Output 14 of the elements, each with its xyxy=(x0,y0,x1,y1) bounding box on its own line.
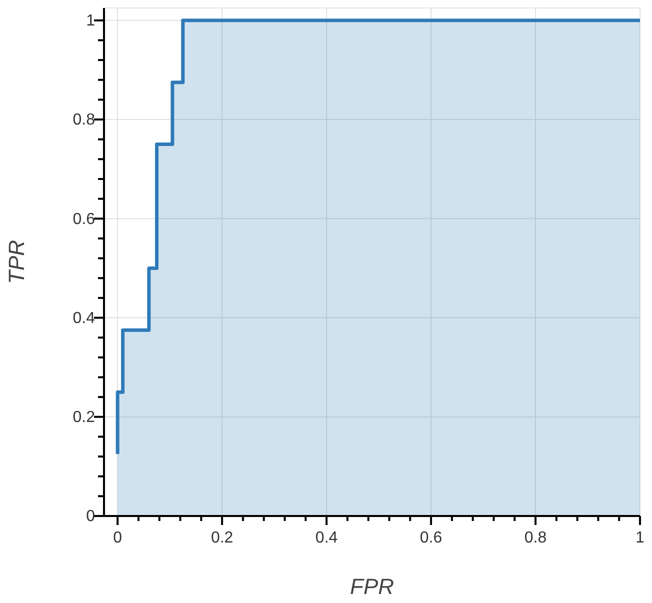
y-tick-label: 0 xyxy=(86,508,96,526)
x-axis-title: FPR xyxy=(350,574,394,599)
y-tick-label: 0.2 xyxy=(72,409,96,426)
x-tick-label: 0 xyxy=(113,530,122,547)
y-tick-label: 1 xyxy=(86,12,96,30)
y-tick-label: 0.8 xyxy=(72,112,96,129)
x-tick-label: 0.2 xyxy=(210,530,234,547)
y-tick-label: 0.4 xyxy=(72,310,96,327)
x-tick-label: 0.8 xyxy=(524,530,547,547)
x-tick-label: 0.6 xyxy=(420,530,442,547)
y-axis-title: TPR xyxy=(4,240,29,284)
y-tick-label: 0.6 xyxy=(72,210,96,228)
x-tick-label: 0.4 xyxy=(315,530,338,547)
x-tick-label: 1 xyxy=(636,530,645,547)
